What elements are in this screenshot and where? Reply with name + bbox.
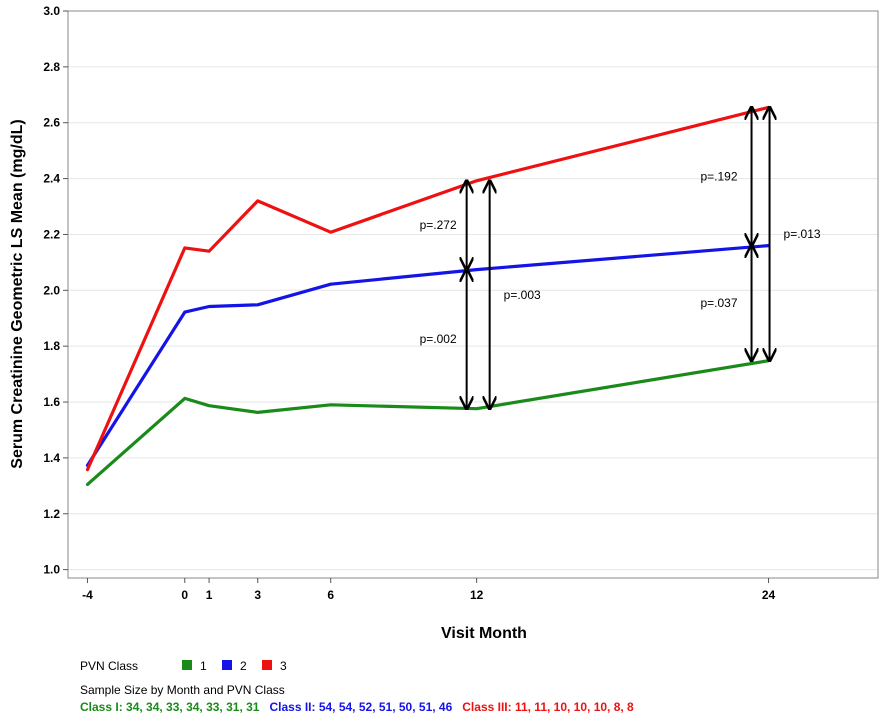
x-axis-ticks: -4 0 1 3 6 12 24 bbox=[82, 578, 776, 602]
legend-label-class-2: 2 bbox=[240, 659, 247, 673]
y-tick-label: 1.0 bbox=[43, 563, 60, 577]
p-value-label: p=.192 bbox=[700, 169, 737, 183]
legend-swatch-class-2 bbox=[222, 660, 232, 670]
legend-swatch-class-1 bbox=[182, 660, 192, 670]
y-tick-label: 2.6 bbox=[43, 116, 60, 130]
y-tick-label: 2.8 bbox=[43, 60, 60, 74]
y-tick-label: 1.6 bbox=[43, 395, 60, 409]
y-tick-label: 1.2 bbox=[43, 507, 60, 521]
p-value-label: p=.002 bbox=[420, 332, 457, 346]
legend-label-class-1: 1 bbox=[200, 659, 207, 673]
y-tick-label: 1.8 bbox=[43, 339, 60, 353]
x-tick-label: -4 bbox=[82, 588, 93, 602]
p-value-annotations: p=.272 p=.002 p=.003 p=.192 p=.037 p=.013 bbox=[420, 107, 821, 408]
y-tick-label: 3.0 bbox=[43, 4, 60, 18]
x-tick-label: 6 bbox=[327, 588, 334, 602]
series-line-class-2 bbox=[85, 244, 771, 467]
p-value-label: p=.013 bbox=[784, 227, 821, 241]
legend-label-class-3: 3 bbox=[280, 659, 287, 673]
x-axis-title: Visit Month bbox=[441, 625, 527, 642]
sample-size-title: Sample Size by Month and PVN Class bbox=[80, 683, 285, 697]
y-tick-label: 2.0 bbox=[43, 283, 60, 297]
legend-title: PVN Class bbox=[80, 659, 138, 673]
p-value-label: p=.037 bbox=[700, 296, 737, 310]
y-tick-label: 2.2 bbox=[43, 227, 60, 241]
p-value-label: p=.272 bbox=[420, 218, 457, 232]
sample-size-line: Class III: 11, 11, 10, 10, 10, 8, 8 bbox=[462, 700, 634, 714]
sample-size-table: Sample Size by Month and PVN Class Class… bbox=[80, 683, 634, 714]
series-lines bbox=[85, 105, 771, 486]
x-tick-label: 3 bbox=[254, 588, 261, 602]
sample-size-line: Class I: 34, 34, 33, 34, 33, 31, 31 bbox=[80, 700, 260, 714]
legend: PVN Class 1 2 3 bbox=[80, 659, 287, 673]
series-line-class-1 bbox=[85, 359, 771, 486]
series-line-class-3 bbox=[85, 105, 771, 472]
x-tick-label: 0 bbox=[181, 588, 188, 602]
gridlines bbox=[68, 10, 878, 571]
y-tick-label: 2.4 bbox=[43, 172, 60, 186]
y-axis-ticks: 1.0 1.2 1.4 1.6 1.8 2.0 2.2 2.4 2.6 2.8 3.0 bbox=[43, 4, 68, 577]
legend-swatch-class-3 bbox=[262, 660, 272, 670]
y-axis-title: Serum Creatinine Geometric LS Mean (mg/d… bbox=[9, 119, 26, 468]
y-tick-label: 1.4 bbox=[43, 451, 60, 465]
legend-entries: 1 2 3 bbox=[182, 659, 287, 673]
plot-frame bbox=[67, 10, 879, 579]
x-tick-label: 24 bbox=[762, 588, 776, 602]
x-tick-label: 1 bbox=[206, 588, 213, 602]
x-tick-label: 12 bbox=[470, 588, 484, 602]
sample-size-line: Class II: 54, 54, 52, 51, 50, 51, 46 bbox=[269, 700, 452, 714]
sample-size-lines: Class I: 34, 34, 33, 34, 33, 31, 31 Class… bbox=[80, 700, 634, 714]
p-value-label: p=.003 bbox=[504, 288, 541, 302]
